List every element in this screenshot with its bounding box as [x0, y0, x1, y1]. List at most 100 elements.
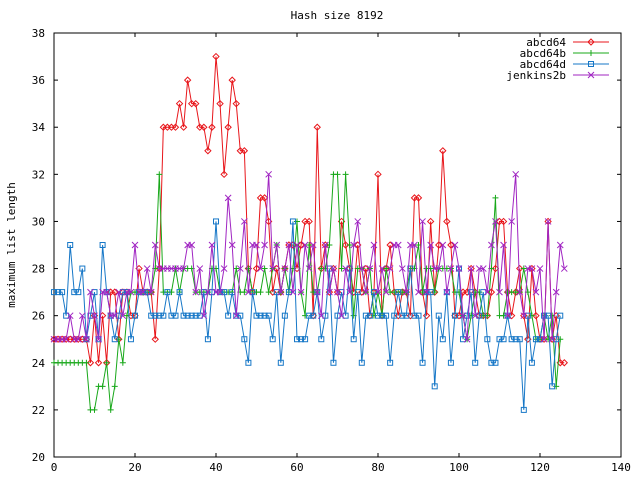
data-point	[285, 289, 292, 296]
data-point	[228, 76, 236, 84]
data-point	[532, 288, 540, 296]
data-point	[253, 241, 260, 249]
data-point	[94, 359, 103, 367]
data-point	[107, 406, 114, 413]
data-point	[512, 170, 520, 178]
data-point	[471, 312, 479, 320]
data-point	[370, 241, 378, 249]
data-point	[220, 170, 228, 179]
data-point	[439, 147, 447, 155]
data-point	[192, 99, 200, 108]
data-point	[252, 264, 261, 273]
data-point	[265, 289, 272, 296]
data-point	[204, 288, 212, 296]
data-point	[516, 288, 524, 296]
data-point	[83, 359, 90, 366]
data-point	[261, 241, 268, 249]
data-point	[354, 218, 362, 225]
data-point	[99, 242, 106, 248]
data-point	[557, 312, 564, 319]
y-tick-label: 24	[32, 357, 46, 370]
data-point	[463, 335, 471, 343]
data-point	[212, 52, 220, 61]
data-point	[139, 288, 147, 296]
data-point	[415, 312, 422, 319]
legend-marker	[587, 71, 595, 79]
data-point	[236, 265, 244, 272]
data-point	[402, 288, 410, 296]
data-point	[55, 289, 62, 296]
data-point	[151, 241, 159, 249]
data-point	[95, 335, 102, 343]
data-point	[326, 242, 333, 248]
data-point	[496, 288, 503, 296]
data-point	[443, 217, 451, 226]
data-point	[451, 241, 459, 249]
data-point	[168, 312, 175, 319]
y-axis-label: maximum list length	[5, 182, 18, 308]
legend-marker	[588, 50, 594, 56]
data-point	[383, 312, 390, 319]
data-point	[83, 335, 90, 343]
data-point	[277, 288, 285, 296]
data-point	[386, 241, 394, 249]
data-point	[528, 359, 535, 366]
data-point	[427, 241, 435, 249]
data-point	[504, 312, 511, 320]
data-point	[338, 312, 345, 320]
data-point	[91, 406, 98, 413]
data-point	[435, 265, 443, 272]
data-point	[180, 312, 187, 319]
data-point	[358, 359, 365, 366]
y-tick-label: 38	[32, 27, 45, 40]
data-point	[277, 359, 284, 366]
data-point	[156, 312, 163, 319]
data-point	[467, 265, 475, 272]
series-layer	[50, 52, 569, 413]
data-point	[257, 312, 264, 319]
data-point	[480, 289, 487, 296]
data-point	[86, 359, 95, 367]
x-tick-label: 120	[530, 461, 550, 474]
data-point	[306, 242, 313, 248]
data-point	[520, 265, 527, 272]
data-point	[188, 312, 195, 319]
data-point	[334, 171, 341, 178]
data-point	[184, 312, 191, 319]
data-point	[492, 194, 499, 201]
data-point	[375, 312, 381, 319]
data-point	[460, 336, 467, 343]
data-point	[245, 359, 252, 366]
legend-label: abcd64d	[520, 58, 566, 71]
data-point	[171, 123, 180, 131]
data-point	[549, 383, 556, 390]
data-point	[553, 336, 560, 343]
data-point	[249, 289, 256, 296]
data-point	[334, 312, 341, 319]
data-point	[62, 335, 70, 343]
data-point	[516, 336, 523, 343]
data-point	[459, 312, 467, 320]
data-point	[472, 359, 479, 366]
data-point	[346, 242, 353, 248]
data-point	[240, 147, 249, 155]
data-point	[148, 312, 155, 319]
data-point	[265, 170, 273, 178]
data-point	[386, 265, 394, 272]
data-point	[310, 312, 317, 319]
data-point	[374, 170, 382, 179]
data-point	[317, 312, 325, 320]
data-point	[257, 289, 264, 296]
data-point	[131, 241, 139, 249]
data-point	[74, 335, 82, 343]
data-point	[443, 288, 451, 296]
data-point	[370, 289, 377, 296]
data-point	[447, 241, 455, 249]
y-tick-label: 26	[32, 310, 45, 323]
data-point	[321, 241, 329, 249]
data-point	[439, 241, 447, 249]
data-point	[233, 265, 240, 272]
data-point	[366, 312, 373, 319]
data-point	[261, 312, 268, 319]
legend-label: abcd64b	[520, 47, 566, 60]
